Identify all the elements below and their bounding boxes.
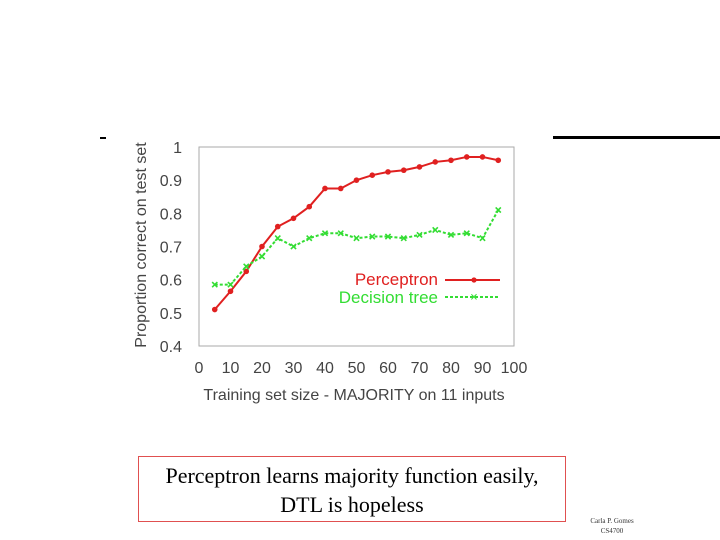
data-point-perceptron — [432, 159, 439, 165]
x-tick-label: 60 — [379, 360, 397, 377]
data-point-decision-tree — [447, 231, 455, 239]
x-axis-label: Training set size - MAJORITY on 11 input… — [203, 387, 504, 404]
data-point-perceptron — [211, 306, 218, 313]
data-point-decision-tree — [227, 281, 234, 288]
legend-label-decision-tree: Decision tree — [339, 288, 438, 307]
x-tick-label: 30 — [285, 360, 303, 377]
data-point-decision-tree — [321, 230, 329, 237]
y-tick-label: 1 — [173, 140, 182, 157]
caption-line-1: Perceptron learns majority function easi… — [165, 463, 539, 488]
data-point-decision-tree — [258, 253, 266, 260]
data-point-decision-tree — [274, 235, 281, 242]
legend-marker-decision-tree: ✕ — [470, 293, 478, 304]
x-tick-label: 50 — [348, 360, 366, 377]
caption-line-2: DTL is hopeless — [280, 492, 424, 517]
plot-area — [198, 146, 515, 347]
y-tick-label: 0.7 — [160, 240, 182, 257]
x-tick-label: 40 — [316, 360, 334, 377]
x-tick-label: 0 — [195, 360, 204, 377]
data-point-perceptron — [385, 169, 391, 175]
x-axis-ticks: 0 10 20 30 40 50 60 70 80 90 100 — [195, 360, 528, 377]
data-point-decision-tree — [479, 235, 486, 242]
data-point-perceptron — [416, 164, 423, 170]
data-point-perceptron — [369, 172, 376, 178]
x-tick-label: 80 — [442, 360, 460, 377]
data-point-perceptron — [290, 215, 297, 222]
data-point-decision-tree — [243, 263, 250, 270]
series-layer — [211, 154, 502, 313]
data-point-decision-tree — [463, 230, 470, 237]
data-point-decision-tree — [353, 235, 360, 242]
y-axis-ticks: 0.4 0.5 0.6 0.7 0.8 0.9 1 — [160, 140, 182, 356]
data-point-decision-tree — [306, 235, 313, 242]
x-tick-label: 20 — [253, 360, 271, 377]
footer: Carla P. Gomes CS4700 — [582, 516, 642, 536]
y-tick-label: 0.8 — [160, 206, 182, 223]
data-point-perceptron — [306, 203, 313, 210]
y-axis-label: Proportion correct on test set — [133, 142, 150, 348]
legend-marker-perceptron — [471, 277, 477, 283]
data-point-decision-tree — [495, 206, 502, 214]
data-point-decision-tree — [211, 281, 218, 288]
data-point-perceptron — [227, 288, 234, 295]
data-point-perceptron — [479, 154, 486, 160]
data-point-decision-tree — [369, 233, 376, 240]
y-tick-label: 0.9 — [160, 173, 182, 190]
dash-mark — [100, 137, 106, 139]
data-point-decision-tree — [290, 243, 297, 250]
data-point-perceptron — [274, 223, 281, 230]
data-point-decision-tree — [432, 226, 439, 234]
legend-label-perceptron: Perceptron — [355, 270, 438, 289]
footer-author: Carla P. Gomes — [590, 517, 634, 525]
y-tick-label: 0.5 — [160, 306, 182, 323]
data-point-perceptron — [448, 157, 454, 164]
data-point-decision-tree — [416, 231, 423, 239]
x-tick-label: 90 — [474, 360, 492, 377]
y-tick-label: 0.6 — [160, 273, 182, 290]
data-point-perceptron — [243, 268, 250, 275]
title-rule-line — [553, 136, 720, 139]
x-tick-label: 100 — [501, 360, 528, 377]
data-point-perceptron — [463, 154, 470, 160]
y-tick-label: 0.4 — [160, 339, 182, 356]
legend: Perceptron Decision tree ✕ — [339, 270, 500, 307]
data-point-decision-tree — [337, 230, 344, 237]
x-tick-label: 70 — [411, 360, 429, 377]
data-point-decision-tree — [400, 235, 407, 242]
plot-frame — [198, 146, 515, 347]
data-point-perceptron — [495, 157, 502, 164]
data-point-perceptron — [353, 177, 360, 183]
caption-box: Perceptron learns majority function easi… — [138, 456, 566, 522]
x-tick-label: 10 — [222, 360, 240, 377]
data-point-perceptron — [337, 185, 344, 192]
data-point-decision-tree — [384, 233, 392, 240]
footer-course: CS4700 — [600, 527, 624, 535]
data-point-perceptron — [400, 167, 407, 174]
data-point-perceptron — [259, 243, 265, 250]
data-point-perceptron — [322, 185, 328, 192]
